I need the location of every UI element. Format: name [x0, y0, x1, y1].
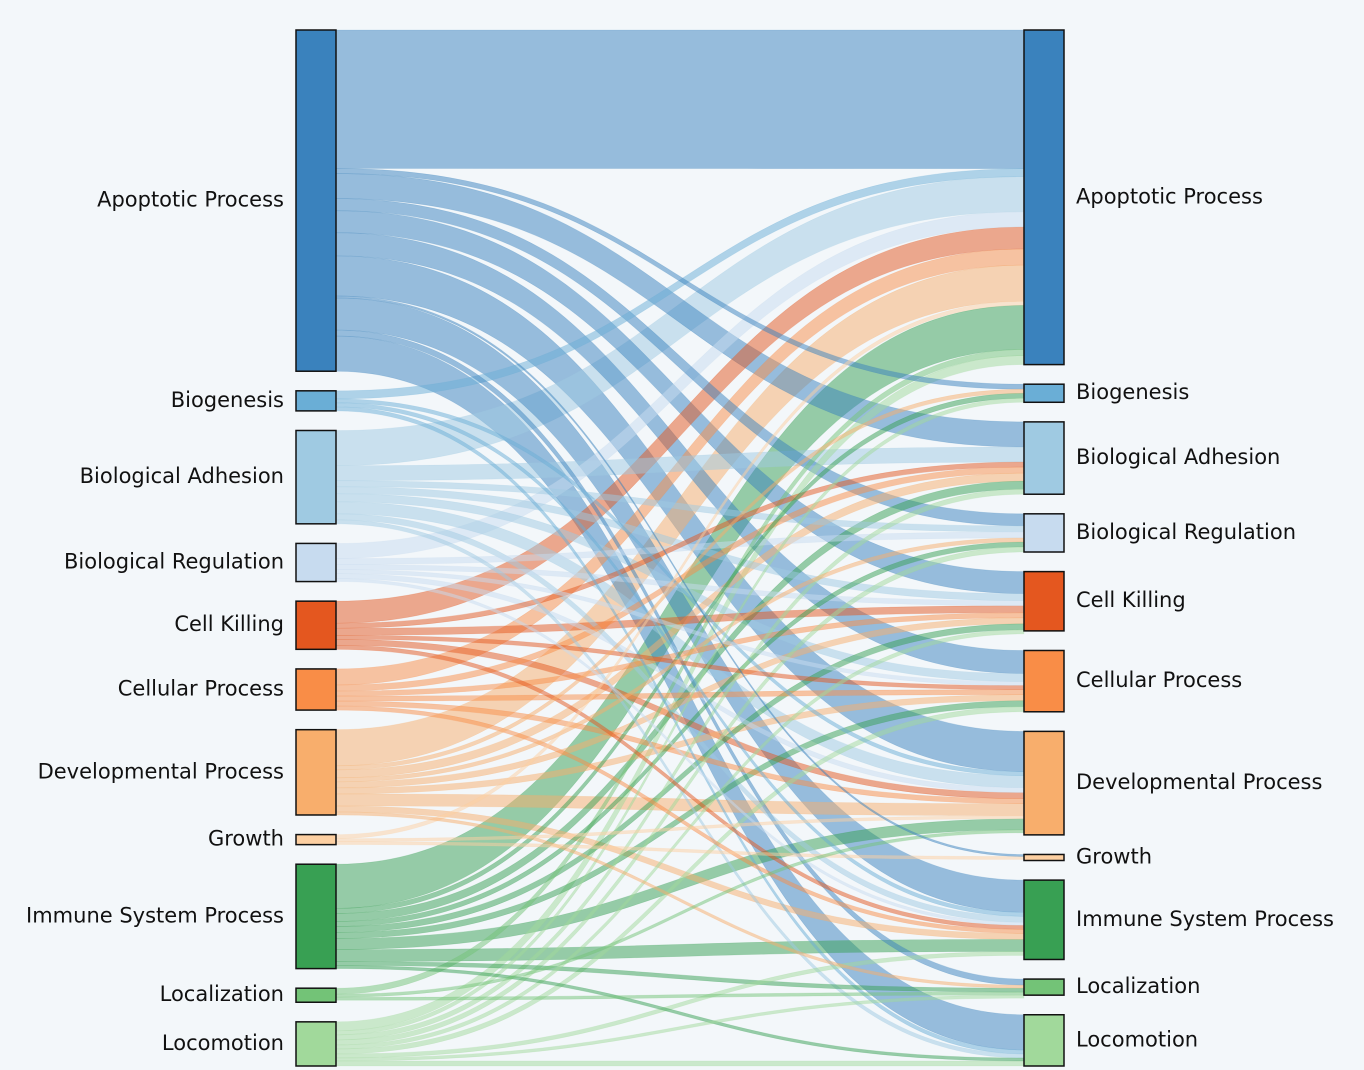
left-node-biological-adhesion[interactable]: Biological Adhesion	[80, 429, 337, 525]
right-node-bar-developmental-process[interactable]	[1023, 730, 1065, 836]
right-node-biogenesis[interactable]: Biogenesis	[1023, 380, 1189, 404]
left-node-bar-apoptotic-process[interactable]	[295, 29, 337, 372]
right-node-locomotion[interactable]: Locomotion	[1023, 1014, 1198, 1067]
right-node-label-biological-adhesion: Biological Adhesion	[1076, 445, 1280, 469]
left-node-bar-locomotion[interactable]	[295, 1021, 337, 1067]
link-locomotion-to-localization[interactable]	[335, 994, 1025, 1062]
right-node-bar-localization[interactable]	[1023, 978, 1065, 996]
right-node-bar-cellular-process[interactable]	[1023, 649, 1065, 713]
left-node-bar-developmental-process[interactable]	[295, 728, 337, 816]
left-node-biological-regulation[interactable]: Biological Regulation	[64, 542, 337, 583]
left-node-bar-growth[interactable]	[295, 833, 337, 846]
right-node-cellular-process[interactable]: Cellular Process	[1023, 649, 1242, 713]
left-node-label-locomotion: Locomotion	[162, 1031, 284, 1055]
right-node-bar-biological-adhesion[interactable]	[1023, 421, 1065, 495]
left-node-label-apoptotic-process: Apoptotic Process	[97, 188, 284, 212]
right-node-bar-apoptotic-process[interactable]	[1023, 29, 1065, 366]
left-node-label-developmental-process: Developmental Process	[38, 759, 284, 783]
right-node-bar-cell-killing[interactable]	[1023, 570, 1065, 632]
link-locomotion-to-cell-killing[interactable]	[335, 629, 1025, 1050]
left-node-label-cellular-process: Cellular Process	[118, 677, 284, 701]
right-node-biological-regulation[interactable]: Biological Regulation	[1023, 513, 1296, 553]
left-node-label-biological-adhesion: Biological Adhesion	[80, 464, 284, 488]
right-node-label-localization: Localization	[1076, 974, 1200, 998]
left-node-bar-biological-adhesion[interactable]	[295, 429, 337, 525]
left-node-label-immune-system-process: Immune System Process	[26, 903, 284, 927]
left-nodes: Apoptotic Process Biogenesis Biological Ad…	[26, 29, 337, 1067]
right-node-growth[interactable]: Growth	[1023, 844, 1152, 868]
right-node-bar-biological-regulation[interactable]	[1023, 513, 1065, 553]
left-node-growth[interactable]: Growth	[208, 827, 337, 851]
left-node-bar-localization[interactable]	[295, 987, 337, 1003]
right-node-bar-growth[interactable]	[1023, 853, 1065, 862]
left-node-immune-system-process[interactable]: Immune System Process	[26, 863, 337, 970]
right-node-bar-immune-system-process[interactable]	[1023, 879, 1065, 961]
left-node-label-biogenesis: Biogenesis	[171, 388, 284, 412]
left-node-bar-biogenesis[interactable]	[295, 390, 337, 412]
right-node-label-immune-system-process: Immune System Process	[1076, 907, 1334, 931]
left-node-label-localization: Localization	[160, 982, 284, 1006]
right-node-developmental-process[interactable]: Developmental Process	[1023, 730, 1322, 836]
right-node-bar-locomotion[interactable]	[1023, 1014, 1065, 1067]
left-node-bar-cell-killing[interactable]	[295, 600, 337, 651]
right-node-label-cell-killing: Cell Killing	[1076, 588, 1186, 612]
right-node-label-developmental-process: Developmental Process	[1076, 770, 1322, 794]
right-node-bar-biogenesis[interactable]	[1023, 383, 1065, 404]
link-apoptotic-process-to-apoptotic-process[interactable]	[335, 29, 1025, 169]
left-node-label-growth: Growth	[208, 827, 284, 851]
left-node-label-cell-killing: Cell Killing	[174, 612, 284, 636]
right-node-label-growth: Growth	[1076, 844, 1152, 868]
right-node-label-apoptotic-process: Apoptotic Process	[1076, 184, 1263, 208]
left-node-bar-cellular-process[interactable]	[295, 668, 337, 711]
link-locomotion-to-locomotion[interactable]	[335, 1060, 1025, 1067]
right-node-biological-adhesion[interactable]: Biological Adhesion	[1023, 421, 1280, 495]
right-node-label-locomotion: Locomotion	[1076, 1027, 1198, 1051]
right-node-localization[interactable]: Localization	[1023, 974, 1200, 998]
left-node-apoptotic-process[interactable]: Apoptotic Process	[97, 29, 337, 372]
right-node-apoptotic-process[interactable]: Apoptotic Process	[1023, 29, 1263, 366]
left-node-bar-immune-system-process[interactable]	[295, 863, 337, 970]
flow-links	[335, 29, 1025, 1067]
right-node-cell-killing[interactable]: Cell Killing	[1023, 570, 1186, 632]
left-node-cell-killing[interactable]: Cell Killing	[174, 600, 337, 651]
left-node-bar-biological-regulation[interactable]	[295, 542, 337, 583]
left-node-label-biological-regulation: Biological Regulation	[64, 549, 284, 573]
left-node-biogenesis[interactable]: Biogenesis	[171, 388, 337, 412]
link-immune-system-process-to-localization[interactable]	[335, 961, 1025, 993]
right-node-label-biogenesis: Biogenesis	[1076, 380, 1189, 404]
right-node-label-biological-regulation: Biological Regulation	[1076, 520, 1296, 544]
right-node-immune-system-process[interactable]: Immune System Process	[1023, 879, 1334, 961]
right-nodes: Apoptotic Process Biogenesis Biological Ad…	[1023, 29, 1334, 1067]
right-node-label-cellular-process: Cellular Process	[1076, 668, 1242, 692]
left-node-cellular-process[interactable]: Cellular Process	[118, 668, 337, 711]
left-node-locomotion[interactable]: Locomotion	[162, 1021, 337, 1067]
left-node-developmental-process[interactable]: Developmental Process	[38, 728, 337, 816]
left-node-localization[interactable]: Localization	[160, 982, 337, 1006]
